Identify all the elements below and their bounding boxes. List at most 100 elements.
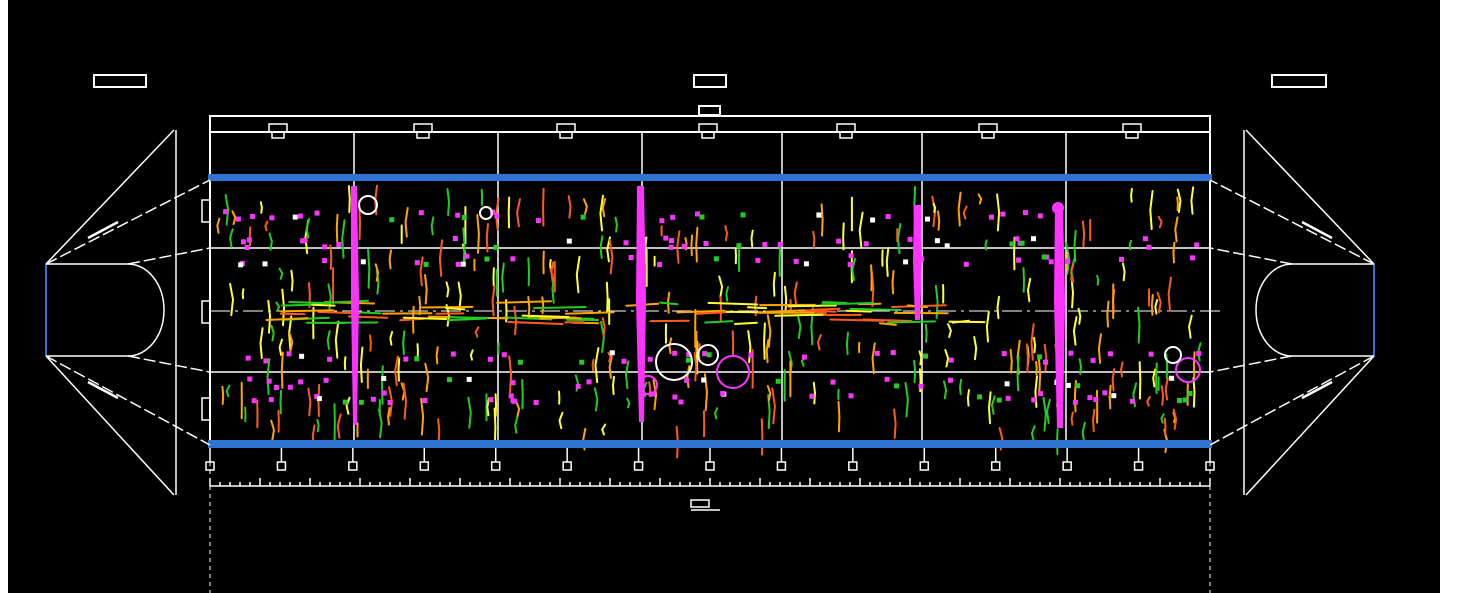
crack-stroke	[305, 217, 311, 239]
crack-stroke	[345, 396, 351, 415]
defect-dot	[948, 377, 953, 383]
defect-dot	[934, 238, 940, 244]
crack-stroke	[793, 281, 798, 305]
crack-stroke	[593, 387, 599, 412]
defect-dot	[314, 210, 320, 216]
crack-stroke	[1022, 267, 1026, 293]
defect-dot	[1001, 351, 1007, 357]
crack-stroke	[501, 262, 505, 293]
crack-stroke	[690, 234, 694, 257]
crack-stroke	[878, 322, 897, 326]
defect-dot	[1093, 397, 1099, 403]
defect-dot	[508, 393, 514, 399]
crack-stroke	[985, 310, 990, 343]
crack-stroke	[259, 201, 263, 214]
crack-stroke	[467, 396, 472, 429]
defect-dot	[740, 212, 746, 218]
crack-stroke	[1016, 355, 1020, 392]
bearing-bracket	[776, 448, 787, 471]
defect-dot	[1075, 383, 1081, 389]
crack-stroke	[871, 342, 876, 375]
crack-stroke	[1072, 316, 1078, 346]
defect-dot	[423, 261, 429, 267]
crack-stroke	[1077, 307, 1082, 325]
bearing-bracket	[836, 123, 856, 139]
defect-dot	[370, 396, 376, 402]
defect-dot	[621, 358, 627, 364]
crack-stroke	[829, 318, 885, 322]
defect-dot	[298, 379, 304, 385]
defect-dot	[793, 258, 799, 264]
defect-dot	[695, 211, 700, 217]
defect-dot	[566, 238, 572, 244]
defect-dot	[672, 394, 678, 400]
defect-dot	[963, 261, 969, 267]
defect-dot	[663, 235, 669, 241]
defect-dot	[801, 354, 807, 360]
crack-stroke	[943, 380, 948, 400]
crack-stroke	[1128, 239, 1132, 251]
crack-stroke	[893, 408, 897, 439]
crack-stroke	[278, 267, 284, 280]
crack-stroke	[668, 337, 673, 355]
crack-stroke	[278, 338, 283, 356]
defect-dot	[510, 380, 516, 386]
crack-stroke	[1157, 215, 1163, 229]
crack-stroke	[341, 219, 346, 259]
crack-stroke	[224, 194, 230, 226]
crack-stroke	[996, 193, 1001, 232]
crack-stroke	[845, 309, 872, 313]
bottom-scale-bar	[209, 478, 1211, 487]
crack-stroke	[724, 225, 729, 242]
crack-stroke	[326, 330, 331, 350]
defect-dot	[273, 385, 279, 390]
crack-stroke	[765, 309, 806, 313]
crack-stroke	[336, 413, 342, 439]
defect-dot	[1014, 236, 1020, 242]
crack-stroke	[1150, 294, 1154, 316]
left-side-markers	[201, 199, 211, 421]
crack-stroke	[241, 288, 245, 300]
crack-stroke	[734, 321, 758, 325]
crack-stroke	[311, 303, 336, 307]
defect-dot	[314, 394, 320, 399]
crack-stroke	[1106, 300, 1110, 328]
crack-stroke	[718, 275, 724, 298]
crack-stroke	[288, 332, 294, 352]
defect-dot	[403, 356, 409, 362]
bearing-bracket	[348, 448, 358, 471]
defect-dot	[1041, 254, 1047, 260]
crack-stroke	[763, 322, 766, 360]
crack-stroke	[1188, 314, 1193, 339]
crack-stroke	[521, 379, 524, 410]
defect-dot	[874, 350, 880, 356]
crack-stroke	[1097, 333, 1102, 364]
defect-dot	[262, 261, 268, 267]
crack-stroke	[870, 264, 873, 292]
crack-stroke	[476, 214, 480, 254]
crack-stroke	[1009, 348, 1013, 374]
crack-stroke	[591, 358, 595, 372]
defect-dot	[501, 352, 507, 358]
defect-dot	[484, 256, 490, 262]
crack-stroke	[445, 281, 450, 298]
defect-dot	[1031, 397, 1037, 403]
crack-stroke	[987, 391, 992, 425]
crack-stroke	[904, 381, 909, 418]
defect-dot	[1169, 375, 1175, 381]
bearing-bracket	[413, 123, 433, 139]
crack-stroke	[1146, 395, 1151, 407]
defect-dot	[245, 355, 251, 361]
crack-stroke	[958, 378, 963, 396]
defect-dot	[672, 350, 678, 356]
defect-dot	[487, 356, 493, 362]
crack-stroke	[774, 313, 824, 317]
defect-dot	[713, 256, 719, 262]
crack-stroke	[359, 346, 364, 383]
defect-dot	[302, 237, 308, 243]
defect-dot	[847, 262, 853, 267]
left-abutment	[45, 129, 211, 496]
bearing-bracket	[698, 123, 718, 139]
crack-stroke	[469, 349, 474, 361]
crack-stroke	[812, 230, 816, 249]
